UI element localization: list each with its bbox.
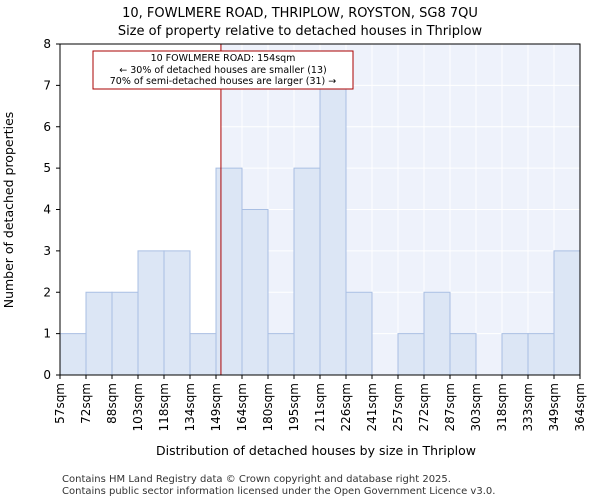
annotation-border xyxy=(92,50,354,90)
bar xyxy=(319,84,347,376)
bars-group xyxy=(59,84,581,376)
x-tick-label: 134sqm xyxy=(183,383,197,431)
x-tick-label: 180sqm xyxy=(261,383,275,431)
bar xyxy=(215,167,243,376)
x-tick-label: 226sqm xyxy=(339,383,353,431)
x-tick-label: 118sqm xyxy=(157,383,171,431)
bar xyxy=(293,167,321,376)
x-tick-label: 287sqm xyxy=(443,383,457,431)
bar xyxy=(59,333,87,376)
x-tick-label: 72sqm xyxy=(79,383,93,424)
footer-line-2: Contains public sector information licen… xyxy=(62,486,495,497)
bar xyxy=(163,250,191,376)
annotation-box: 10 FOWLMERE ROAD: 154sqm ← 30% of detach… xyxy=(92,50,354,90)
x-tick-label: 241sqm xyxy=(365,383,379,431)
bar xyxy=(267,333,295,376)
chart-subtitle: Size of property relative to detached ho… xyxy=(118,24,483,39)
y-tick-label: 7 xyxy=(43,78,51,92)
x-tick-label: 272sqm xyxy=(417,383,431,431)
x-tick-label: 149sqm xyxy=(209,383,223,431)
y-tick-label: 6 xyxy=(43,120,51,134)
x-tick-label: 333sqm xyxy=(521,383,535,431)
x-tick-label: 211sqm xyxy=(313,383,327,431)
y-tick-label: 8 xyxy=(43,37,51,51)
bar xyxy=(345,291,373,376)
bar xyxy=(397,333,425,376)
bar xyxy=(137,250,165,376)
x-tick-label: 318sqm xyxy=(495,383,509,431)
y-tick-label: 1 xyxy=(43,327,51,341)
y-tick-label: 4 xyxy=(43,203,51,217)
annotation-line-2: ← 30% of detached houses are smaller (13… xyxy=(119,65,326,76)
chart-title: 10, FOWLMERE ROAD, THRIPLOW, ROYSTON, SG… xyxy=(122,6,478,21)
y-tick-label: 2 xyxy=(43,285,51,299)
bar xyxy=(449,333,477,376)
bar xyxy=(501,333,529,376)
bar xyxy=(553,250,581,376)
x-tick-label: 164sqm xyxy=(235,383,249,431)
x-tick-label: 364sqm xyxy=(573,383,587,431)
bar xyxy=(189,333,217,376)
x-tick-label: 195sqm xyxy=(287,383,301,431)
y-tick-labels: 0 1 2 3 4 5 6 7 8 xyxy=(43,37,60,382)
y-tick-label: 0 xyxy=(43,368,51,382)
y-tick-label: 3 xyxy=(43,244,51,258)
x-tick-label: 303sqm xyxy=(469,383,483,431)
bar xyxy=(423,291,451,376)
bar xyxy=(527,333,555,376)
annotation-line-3: 70% of semi-detached houses are larger (… xyxy=(110,76,337,87)
x-tick-label: 349sqm xyxy=(547,383,561,431)
bar xyxy=(85,291,113,376)
x-axis-label: Distribution of detached houses by size … xyxy=(156,443,476,458)
x-tick-label: 57sqm xyxy=(53,383,67,424)
footer-line-1: Contains HM Land Registry data © Crown c… xyxy=(62,474,451,485)
x-tick-labels: 57sqm 72sqm 88sqm 103sqm 118sqm 134sqm 149sqm 1… xyxy=(53,375,587,431)
x-tick-label: 103sqm xyxy=(131,383,145,431)
x-tick-label: 257sqm xyxy=(391,383,405,431)
bar xyxy=(111,291,139,376)
bar xyxy=(241,209,269,376)
y-axis-label: Number of detached properties xyxy=(1,112,16,309)
y-tick-label: 5 xyxy=(43,161,51,175)
annotation-line-1: 10 FOWLMERE ROAD: 154sqm xyxy=(151,53,296,64)
x-tick-label: 88sqm xyxy=(105,383,119,424)
